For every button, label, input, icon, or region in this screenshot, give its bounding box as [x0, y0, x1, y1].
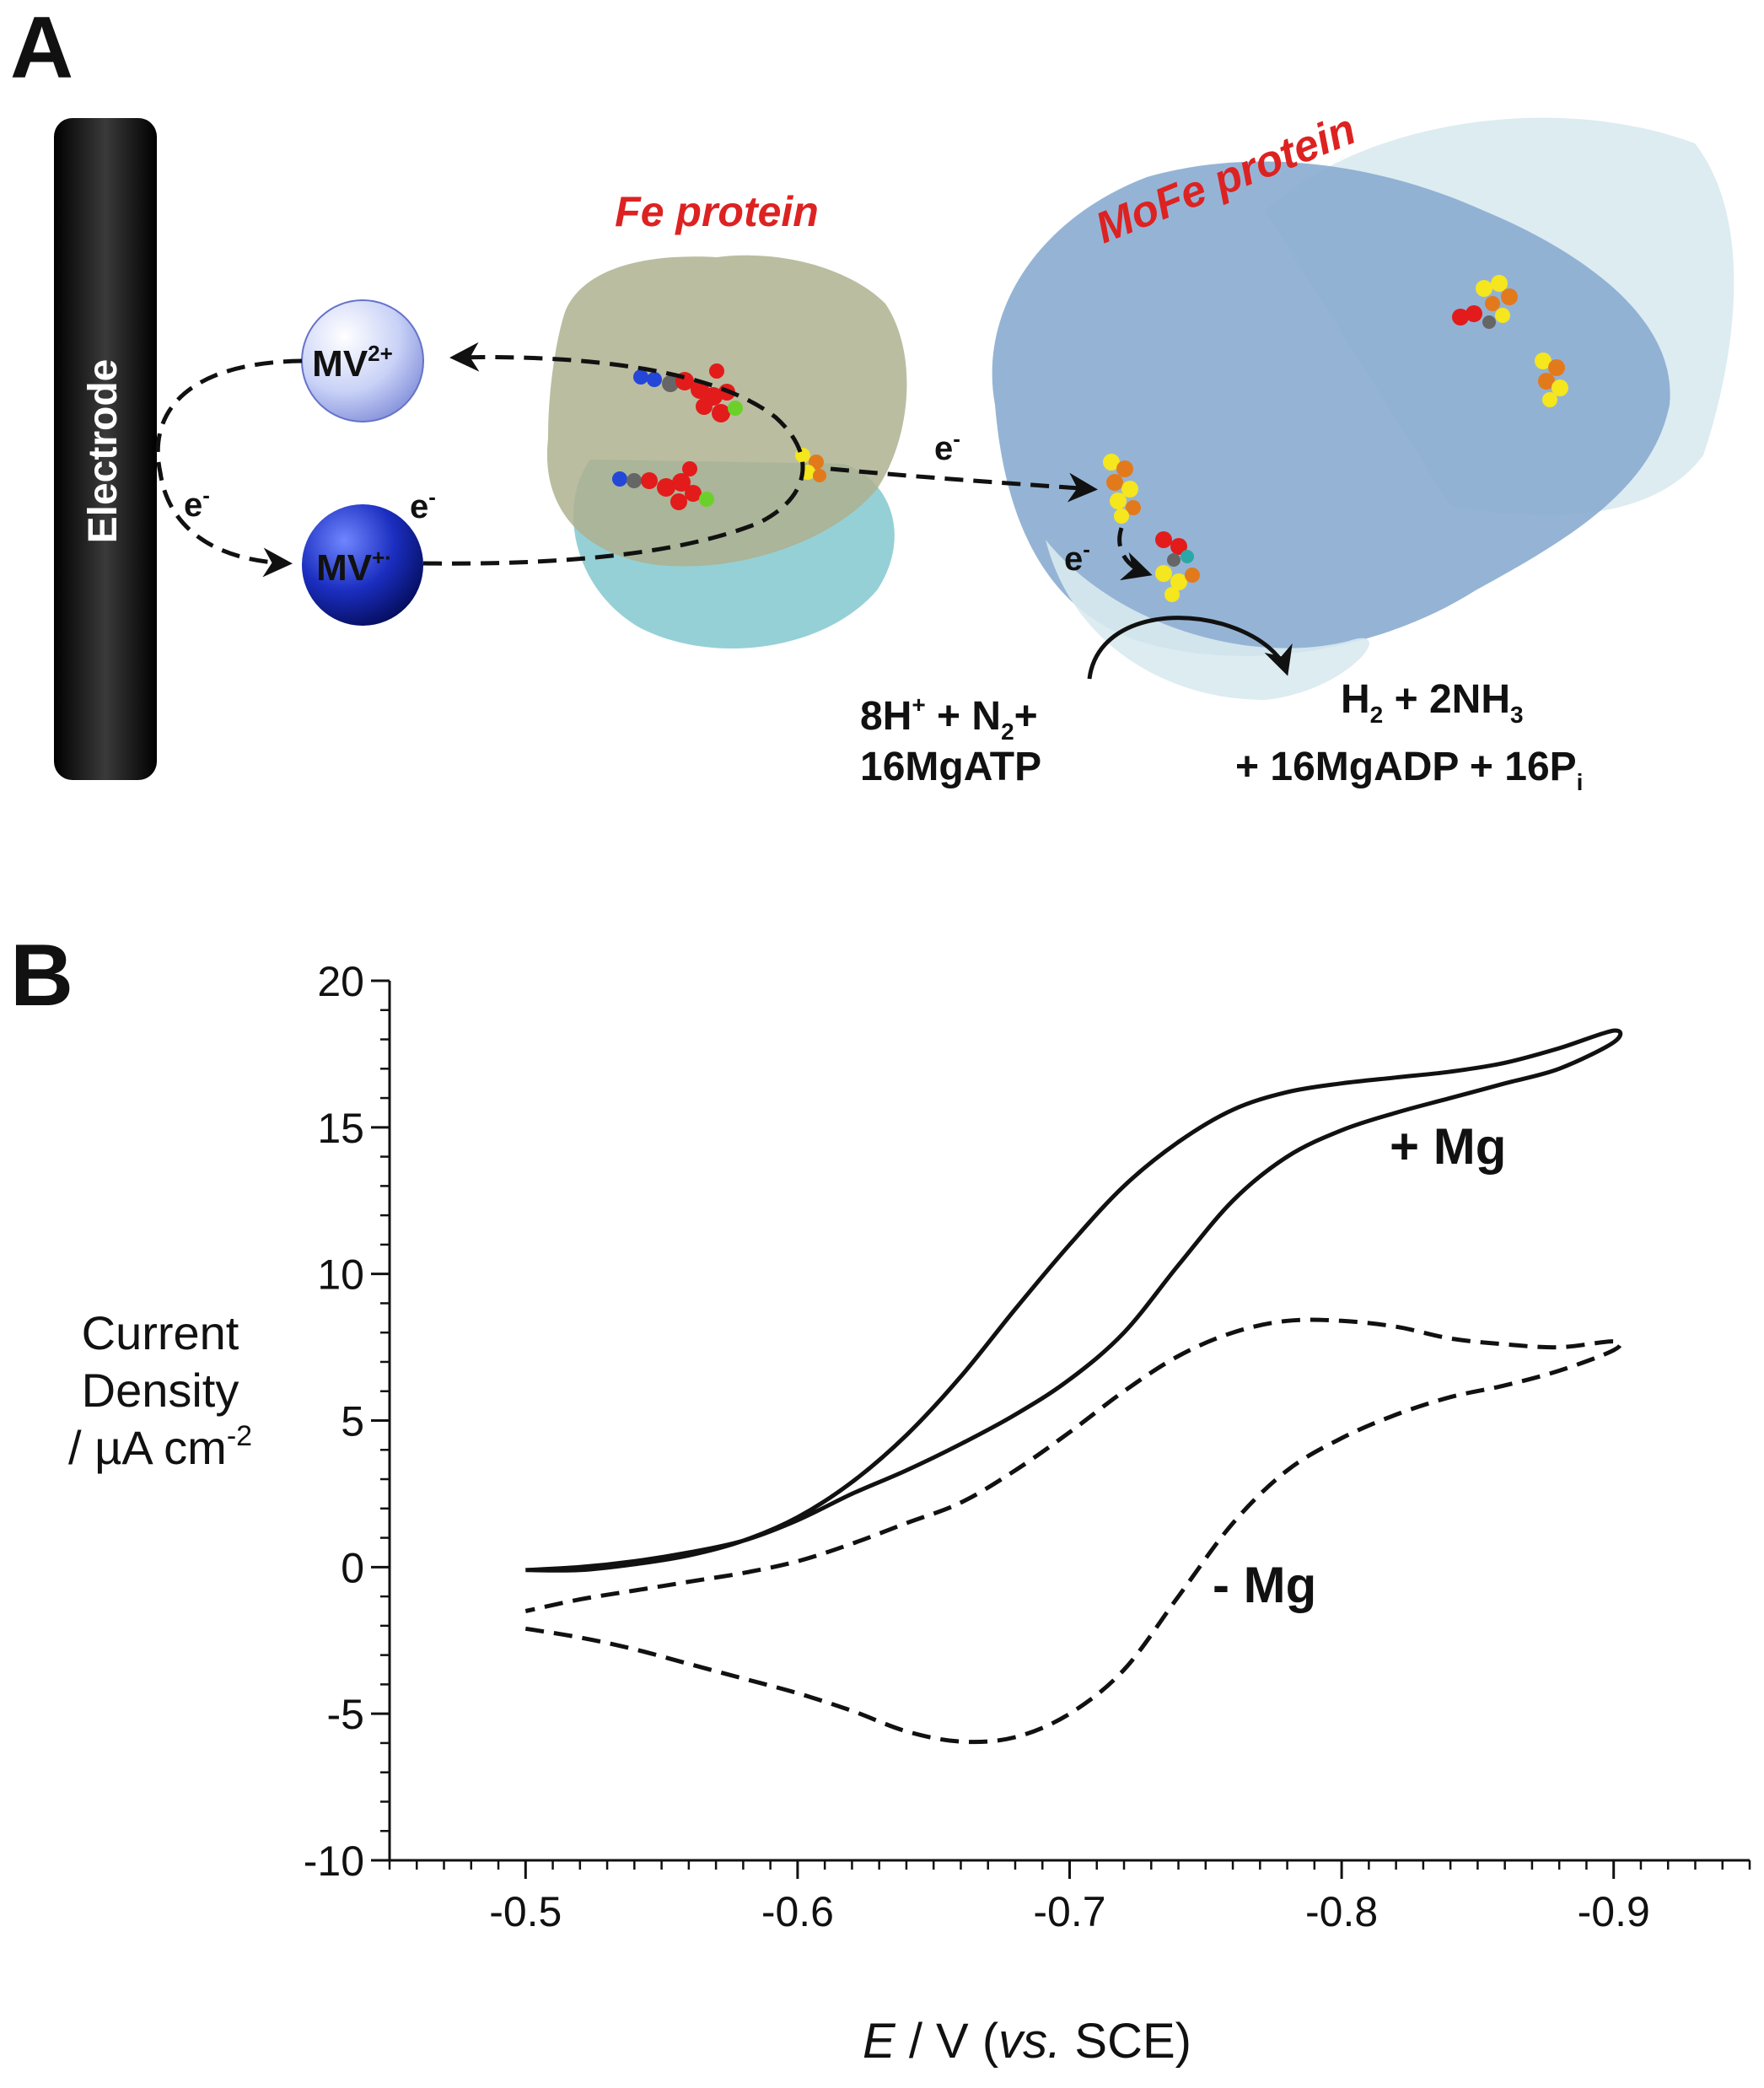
atp-molecule-lower — [612, 461, 714, 510]
mv-oxidized-charge: 2+ — [368, 341, 393, 366]
svg-text:e-: e- — [1064, 536, 1090, 578]
series-plus-mg-line — [525, 1028, 1623, 1573]
panel-b-letter: B — [10, 927, 74, 1025]
svg-text:+ 16MgADP + 16Pi: + 16MgADP + 16Pi — [1235, 745, 1583, 795]
mv-reduced-text: MV — [316, 547, 373, 589]
y-tick-label: -10 — [304, 1838, 364, 1885]
series-minus-mg-line — [524, 1317, 1623, 1745]
mv-reduced-charge: +· — [372, 545, 392, 570]
y-tick-label: 5 — [341, 1398, 364, 1445]
femo-cofactor — [1155, 531, 1200, 602]
svg-text:Density: Density — [82, 1364, 239, 1417]
fe-protein-label: Fe protein — [615, 188, 819, 235]
svg-text:MV+·: MV+· — [316, 545, 392, 589]
series-label-minus-mg: - Mg — [1213, 1557, 1316, 1613]
y-tick-label: -5 — [327, 1691, 364, 1738]
svg-text:/ µA cm-2: / µA cm-2 — [68, 1420, 252, 1474]
mv-reduced-sphere: MV+· — [302, 504, 423, 626]
electron-transfer-arrows — [155, 342, 1153, 581]
reactants-line2: 16MgATP — [860, 745, 1041, 789]
svg-text:MV2+: MV2+ — [312, 341, 393, 385]
x-tick-label: -0.5 — [489, 1888, 562, 1935]
series-label-plus-mg: + Mg — [1390, 1118, 1506, 1175]
chart-series — [524, 1028, 1623, 1745]
x-tick-label: -0.6 — [761, 1888, 834, 1935]
electron-labels: e- e- e- e- — [184, 426, 1090, 578]
svg-text:H2 + 2NH3: H2 + 2NH3 — [1341, 677, 1524, 728]
svg-text:Current: Current — [82, 1306, 239, 1359]
x-axis-label: E / V (vs. SCE) — [863, 2014, 1191, 2069]
svg-text:e-: e- — [184, 482, 210, 524]
svg-text:8H+ + N2+: 8H+ + N2+ — [860, 692, 1038, 745]
svg-text:e-: e- — [410, 484, 436, 525]
panel-a-schematic: Electrode — [54, 105, 1734, 795]
x-tick-label: -0.9 — [1578, 1888, 1650, 1935]
electrode: Electrode — [54, 118, 157, 780]
mv-oxidized-text: MV — [312, 343, 368, 385]
chart-axes: -10 -5 0 5 10 15 20 -0.5 -0.6 -0.7 -0.8 -0.9 — [304, 958, 1751, 1935]
femo-cofactor-distal — [1535, 352, 1568, 407]
panel-a-letter: A — [10, 0, 74, 97]
y-axis-label: Current Density / µA cm-2 — [68, 1306, 252, 1474]
y-tick-label: 20 — [317, 958, 364, 1005]
x-tick-label: -0.7 — [1033, 1888, 1105, 1935]
x-tick-label: -0.8 — [1305, 1888, 1378, 1935]
y-tick-label: 0 — [341, 1544, 364, 1591]
y-tick-label: 15 — [317, 1105, 364, 1152]
electrode-label: Electrode — [81, 359, 126, 544]
p-cluster — [1103, 454, 1141, 524]
reaction-arrow — [1087, 616, 1293, 680]
p-cluster-distal — [1452, 275, 1518, 329]
svg-text:e-: e- — [934, 426, 960, 467]
y-tick-label: 10 — [317, 1251, 364, 1299]
reaction-equation: 8H+ + N2+ 16MgATP H2 + 2NH3 + 16MgADP + … — [860, 677, 1583, 795]
